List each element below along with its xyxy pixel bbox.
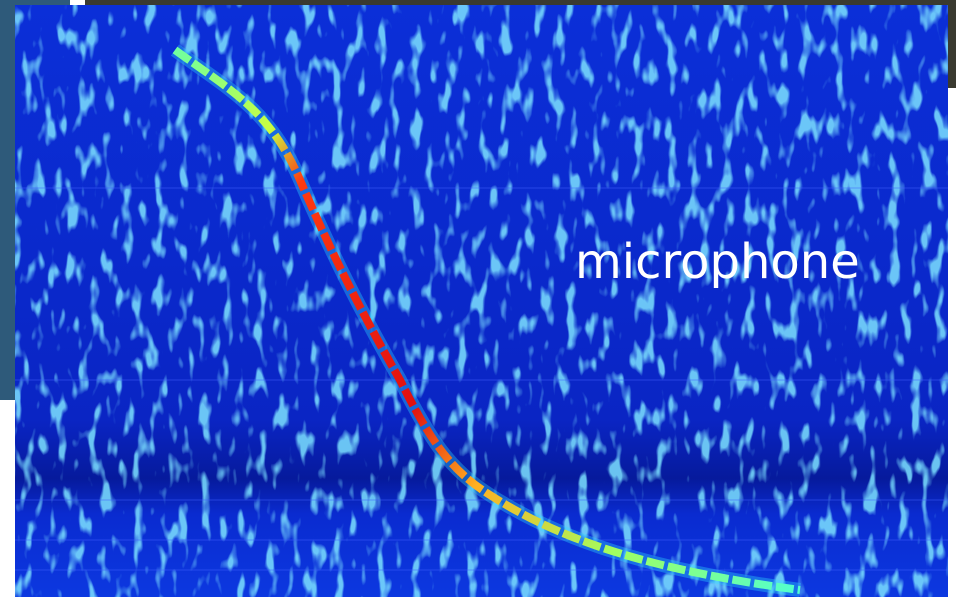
spectrogram-noise bbox=[15, 5, 948, 597]
signal-curve bbox=[172, 46, 801, 594]
grid-lines bbox=[15, 187, 948, 571]
label: microphone bbox=[575, 234, 860, 290]
